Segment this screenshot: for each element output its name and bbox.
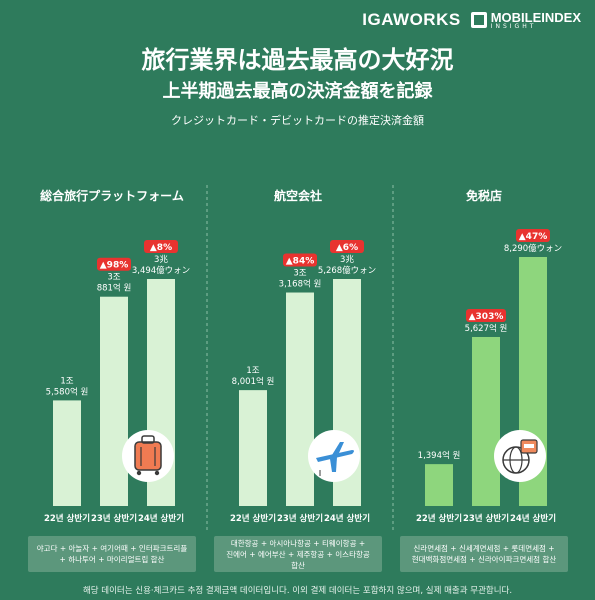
value-label: 881억 원 <box>97 283 132 294</box>
members-text: 신라면세점 + 신세계면세점 + 롯데면세점 + 현대백화점면세점 + 신라아이파… <box>412 543 557 565</box>
value-label: 8,290億ウォン <box>504 243 562 254</box>
bar <box>472 336 500 506</box>
members-text: 대한항공 + 아시아나항공 + 티웨이항공 + 진에어 + 에어부산 + 제주항공… <box>226 538 370 571</box>
tax-tag-mark-icon <box>524 444 534 448</box>
mobileindex-logo: MOBILEINDEX INSIGHT <box>470 9 581 30</box>
change-badge <box>283 253 317 267</box>
change-badge-text: ▲303% <box>469 312 504 322</box>
chart-note: クレジットカード・デビットカードの推定決済金額 <box>171 114 424 127</box>
value-label: 5,580억 원 <box>46 386 89 397</box>
category-label: 24년 상반기 <box>510 513 556 524</box>
value-label: 1,394억 원 <box>418 450 461 461</box>
change-badge-text: ▲84% <box>286 257 314 267</box>
value-label: 3兆 <box>340 254 354 265</box>
bar <box>286 292 314 506</box>
airplane-wing-icon <box>330 457 337 472</box>
bar <box>425 464 453 506</box>
value-label: 8,001억 원 <box>232 376 275 387</box>
change-badge <box>97 257 131 271</box>
value-label: 3兆 <box>154 254 168 265</box>
value-label: 3,168억 원 <box>279 279 322 290</box>
bar <box>100 296 128 506</box>
suitcase-body-icon <box>134 441 162 471</box>
value-label: 3조 <box>107 273 120 283</box>
brand-logos: IGAWORKS MOBILEINDEX INSIGHT <box>362 10 581 30</box>
bar <box>239 390 267 506</box>
panel-title: 免税店 <box>466 188 502 203</box>
members-line: 진에어 + 에어부산 + 제주항공 + 이스타항공 <box>226 549 370 559</box>
members-line: + 하나투어 + 마이리얼트립 합산 <box>59 555 165 564</box>
members-line: 합산 <box>291 560 305 570</box>
page-title: 旅行業界は過去最高の大好況 <box>141 46 454 74</box>
category-label: 22년 상반기 <box>416 513 462 524</box>
panel-title: 総合旅行プラットフォーム <box>40 188 184 203</box>
change-badge-text: ▲6% <box>336 243 358 253</box>
panel-title: 航空会社 <box>274 188 322 203</box>
value-label: 3,494億ウォン <box>132 265 190 276</box>
category-label: 24년 상반기 <box>324 513 370 524</box>
member-chips: 야고다 + 아놀자 + 여기어때 + 인터파크트리플 + 하나투어 + 마이리얼트… <box>0 536 595 576</box>
page-subtitle: 上半期過去最高の決済金額を記録 <box>162 81 433 102</box>
category-label: 23년 상반기 <box>277 513 323 524</box>
members-line: 현대백화점면세점 + 신라아이파크면세점 합산 <box>411 555 557 564</box>
airplane-wing-icon <box>332 442 344 455</box>
members-chip-0: 야고다 + 아놀자 + 여기어때 + 인터파크트리플 + 하나투어 + 마이리얼트… <box>28 536 196 572</box>
members-chip-1: 대한항공 + 아시아나항공 + 티웨이항공 + 진에어 + 에어부산 + 제주항공… <box>214 536 382 572</box>
footer-note: 해당 데이터는 신용·체크카드 추정 결제금액 데이터입니다. 이외 결제 데이… <box>82 586 513 596</box>
suitcase-wheel-icon <box>136 470 142 476</box>
insight-text: INSIGHT <box>490 22 537 30</box>
igaworks-logo: IGAWORKS <box>362 10 461 29</box>
suitcase-wheel-icon <box>154 470 160 476</box>
value-label: 3조 <box>293 269 306 279</box>
mobileindex-mark-icon <box>470 12 487 28</box>
change-badge <box>144 240 178 253</box>
members-line: 신라면세점 + 신세계면세점 + 롯데면세점 + <box>413 544 555 553</box>
change-badge-text: ▲98% <box>100 261 128 271</box>
change-badge-text: ▲8% <box>150 243 172 253</box>
bar <box>53 400 81 506</box>
value-label: 1조 <box>60 376 73 386</box>
value-label: 1조 <box>246 366 259 376</box>
airplane-body-icon <box>316 450 354 462</box>
change-badge <box>330 240 364 253</box>
mobileindex-text: MOBILEINDEX <box>490 9 581 25</box>
category-label: 22년 상반기 <box>44 513 90 524</box>
change-badge <box>466 308 506 322</box>
change-badge <box>516 229 550 242</box>
change-badge-text: ▲47% <box>519 232 547 242</box>
value-label: 5,268億ウォン <box>318 265 376 276</box>
suitcase-handle-icon <box>141 435 155 444</box>
members-line: 야고다 + 아놀자 + 여기어때 + 인터파크트리플 <box>36 544 188 553</box>
members-text: 야고다 + 아놀자 + 여기어때 + 인터파크트리플 + 하나투어 + 마이리얼트… <box>37 543 187 565</box>
category-label: 22년 상반기 <box>230 513 276 524</box>
category-label: 23년 상반기 <box>91 513 137 524</box>
members-chip-2: 신라면세점 + 신세계면세점 + 롯데면세점 + 현대백화점면세점 + 신라아이파… <box>400 536 568 572</box>
category-label: 24년 상반기 <box>138 513 184 524</box>
value-label: 5,627억 원 <box>465 323 508 334</box>
members-line: 대한항공 + 아시아나항공 + 티웨이항공 + <box>230 538 366 548</box>
category-label: 23년 상반기 <box>463 513 509 524</box>
